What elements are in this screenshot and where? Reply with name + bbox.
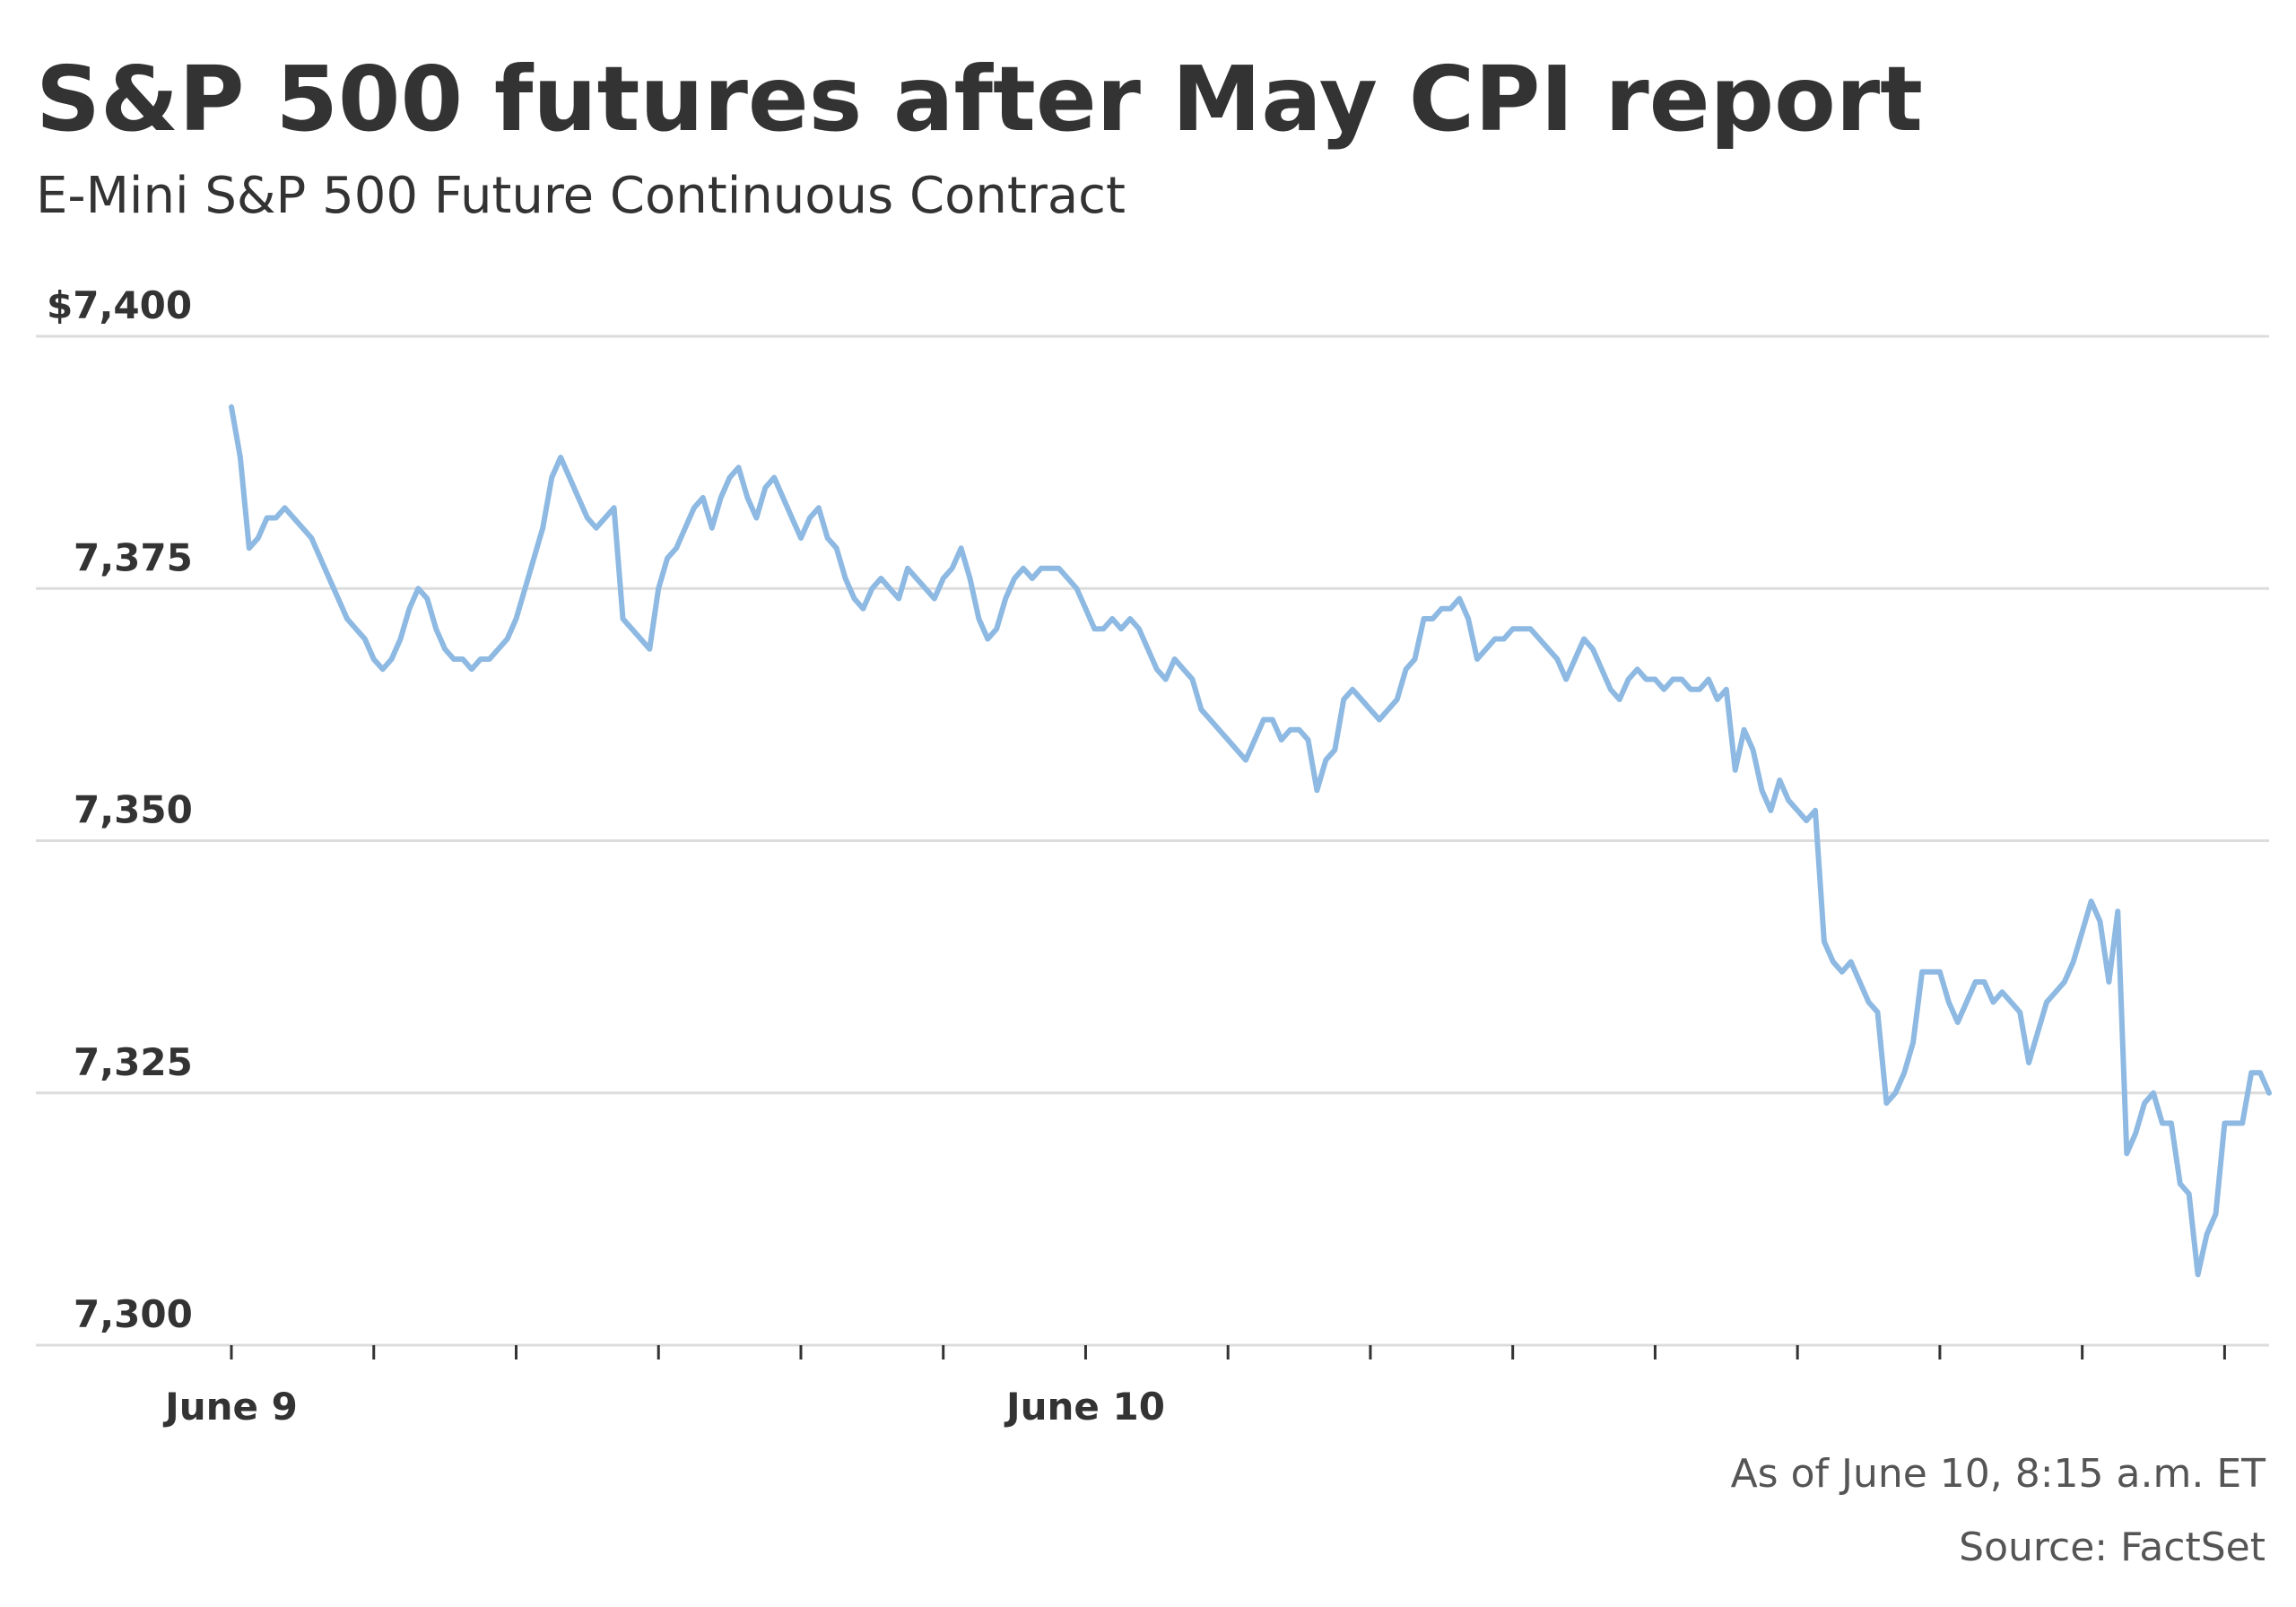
series-layer	[229, 404, 2272, 1278]
chart-title: S&P 500 futures after May CPI report	[36, 47, 1923, 152]
y-tick-label: 7,350	[74, 788, 193, 832]
chart-subtitle: E-Mini S&P 500 Future Continuous Contrac…	[36, 167, 1126, 225]
x-axis-ticks: June 9 June 10	[162, 1345, 2226, 1429]
source-note: Source: FactSet	[1959, 1524, 2266, 1570]
y-tick-label: 7,300	[74, 1292, 193, 1336]
series-line-es-futures	[229, 404, 2272, 1278]
as-of-note: As of June 10, 8:15 a.m. ET	[1731, 1451, 2266, 1497]
gridlines	[36, 334, 2269, 1095]
y-axis-tick-labels: $7,400 7,375 7,350 7,325 7,300	[47, 283, 193, 1336]
y-tick-label: $7,400	[47, 283, 192, 327]
x-tick-label: June 10	[1004, 1385, 1165, 1429]
y-tick-label: 7,325	[74, 1040, 193, 1084]
y-tick-label: 7,375	[74, 535, 193, 579]
x-tick-label: June 9	[162, 1385, 298, 1429]
